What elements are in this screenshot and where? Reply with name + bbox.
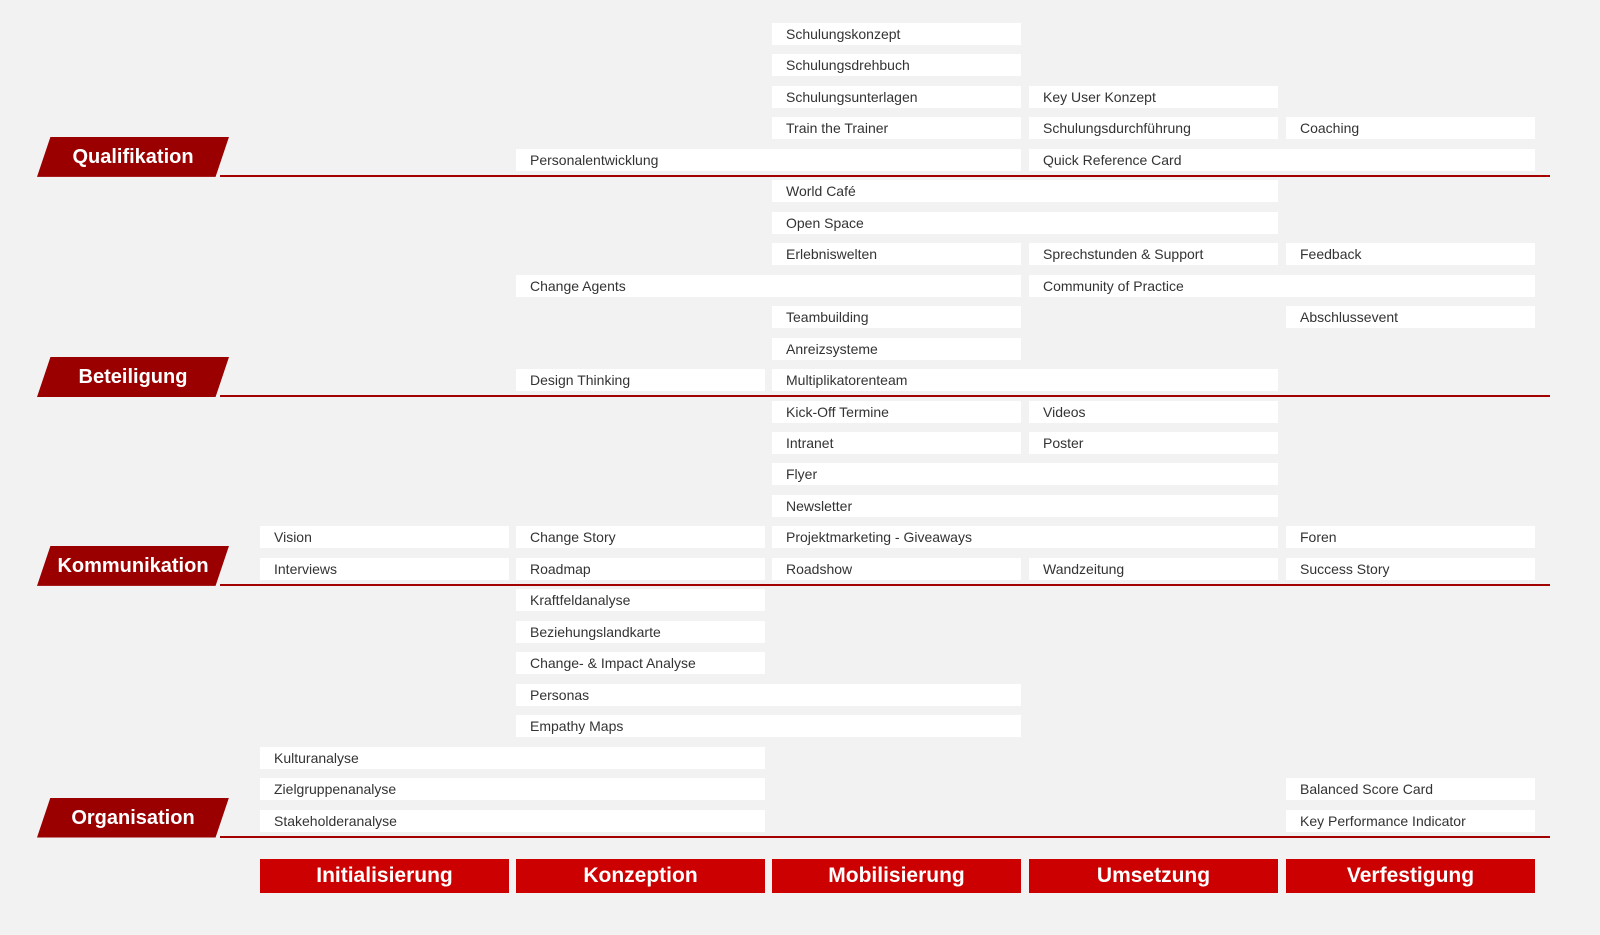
activity-kulturanalyse: Kulturanalyse [260,746,765,769]
category-divider [220,395,1550,398]
activity-change-story: Change Story [516,526,765,549]
phase-verfestigung: Verfestigung [1286,859,1535,893]
activity-interviews: Interviews [260,557,509,580]
activity-schulungsdurchf-hrung: Schulungsdurchführung [1029,117,1278,140]
activity-foren: Foren [1286,526,1535,549]
activity-intranet: Intranet [772,431,1021,454]
activity-teambuilding: Teambuilding [772,306,1021,329]
category-label-beteiligung: Beteiligung [37,357,229,398]
activity-personas: Personas [516,683,1021,706]
activity-beziehungslandkarte: Beziehungslandkarte [516,620,765,643]
activity-kick-off-termine: Kick-Off Termine [772,400,1021,423]
phase-initialisierung: Initialisierung [260,859,509,893]
activity-balanced-score-card: Balanced Score Card [1286,778,1535,801]
activity-erlebniswelten: Erlebniswelten [772,243,1021,266]
activity-schulungsunterlagen: Schulungsunterlagen [772,85,1021,108]
activity-feedback: Feedback [1286,243,1535,266]
activity-quick-reference-card: Quick Reference Card [1029,148,1535,171]
category-divider [220,835,1550,838]
activity-stakeholderanalyse: Stakeholderanalyse [260,809,765,832]
category-label-kommunikation: Kommunikation [37,545,229,586]
activity-change-agents: Change Agents [516,274,1021,297]
activity-key-performance-indicator: Key Performance Indicator [1286,809,1535,832]
activity-poster: Poster [1029,431,1278,454]
activity-zielgruppenanalyse: Zielgruppenanalyse [260,778,765,801]
activity-design-thinking: Design Thinking [516,369,765,392]
activity-personalentwicklung: Personalentwicklung [516,148,1021,171]
activity-anreizsysteme: Anreizsysteme [772,337,1021,360]
activity-train-the-trainer: Train the Trainer [772,117,1021,140]
category-label-qualifikation: Qualifikation [37,136,229,177]
activity-roadshow: Roadshow [772,557,1021,580]
activity-projektmarketing-giveaways: Projektmarketing - Giveaways [772,526,1278,549]
activity-empathy-maps: Empathy Maps [516,715,1021,738]
activity-abschlussevent: Abschlussevent [1286,306,1535,329]
activity-success-story: Success Story [1286,557,1535,580]
phase-konzeption: Konzeption [516,859,765,893]
activity-community-of-practice: Community of Practice [1029,274,1535,297]
activity-vision: Vision [260,526,509,549]
activity-open-space: Open Space [772,211,1278,234]
activity-world-caf: World Café [772,180,1278,203]
activity-videos: Videos [1029,400,1278,423]
activity-schulungsdrehbuch: Schulungsdrehbuch [772,54,1021,77]
activity-sprechstunden-support: Sprechstunden & Support [1029,243,1278,266]
category-divider [220,174,1550,177]
category-label-organisation: Organisation [37,797,229,838]
activity-key-user-konzept: Key User Konzept [1029,85,1278,108]
category-divider [220,583,1550,586]
activity-change-impact-analyse: Change- & Impact Analyse [516,652,765,675]
activity-coaching: Coaching [1286,117,1535,140]
activity-wandzeitung: Wandzeitung [1029,557,1278,580]
phase-umsetzung: Umsetzung [1029,859,1278,893]
activity-roadmap: Roadmap [516,557,765,580]
activity-schulungskonzept: Schulungskonzept [772,23,1021,45]
activity-multiplikatorenteam: Multiplikatorenteam [772,369,1278,392]
activity-flyer: Flyer [772,463,1278,486]
phase-mobilisierung: Mobilisierung [772,859,1021,893]
activity-kraftfeldanalyse: Kraftfeldanalyse [516,589,765,612]
activity-newsletter: Newsletter [772,494,1278,517]
